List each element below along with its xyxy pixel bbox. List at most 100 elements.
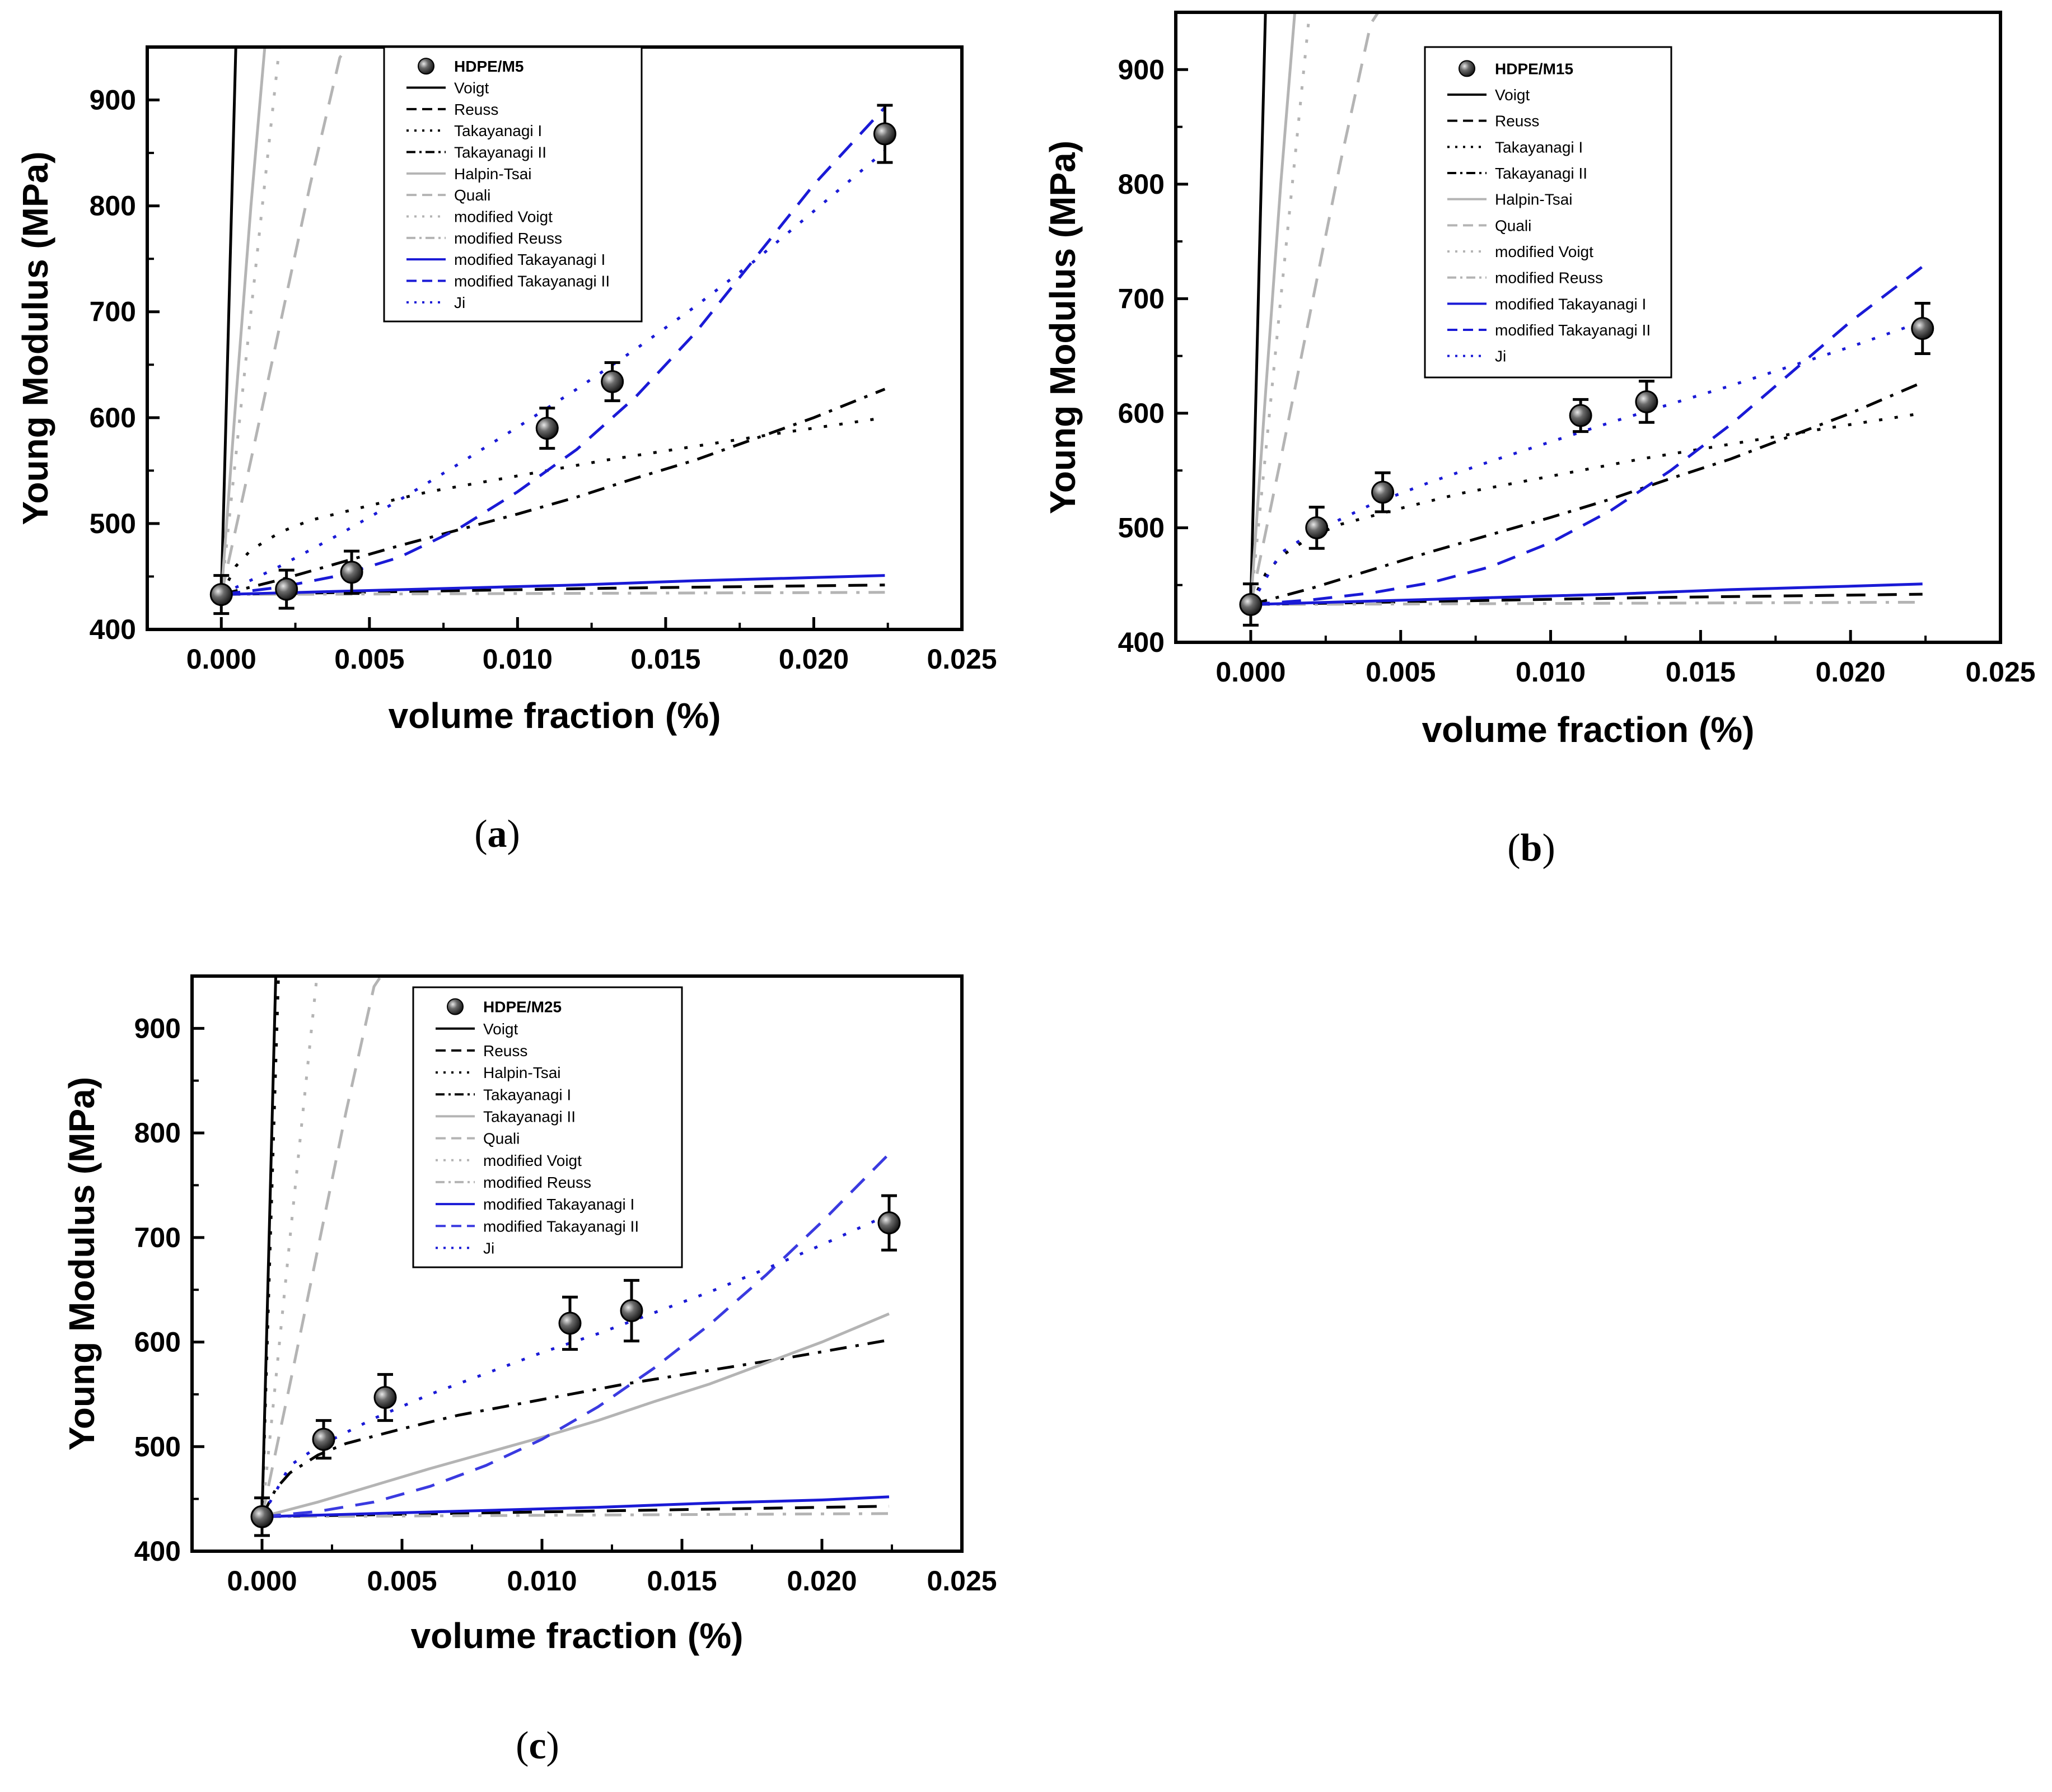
legend-label: Takayanagi II [1495, 165, 1587, 182]
y-axis-label: Young Modulus (MPa) [1043, 141, 1083, 514]
legend-label: Reuss [1495, 113, 1539, 130]
data-point [373, 1386, 397, 1410]
y-tick-label: 500 [1118, 512, 1165, 543]
chart-panel-b: 400 500 600 700 800 900 0.000 0.005 0.010 0.015 0.… [1043, 11, 2036, 750]
data-point [1239, 593, 1263, 616]
data-point [620, 1299, 643, 1323]
x-axis-label: volume fraction (%) [1422, 710, 1755, 750]
x-tick-label: 0.015 [630, 643, 700, 675]
legend-marker [447, 998, 464, 1015]
series-line-quali [1249, 12, 1380, 605]
legend-marker [418, 58, 434, 75]
legend: HDPE/M25 Voigt Reuss Halpin-Tsai Takayanagi … [412, 986, 683, 1268]
y-tick-label: 800 [90, 190, 136, 222]
legend-label: HDPE/M5 [454, 58, 523, 75]
data-point [601, 370, 624, 394]
plot-area [260, 976, 890, 1518]
series-line-quali [260, 976, 383, 1517]
x-tick-label: 0.020 [787, 1565, 857, 1597]
series-line-modified-voigt [1249, 12, 1311, 605]
y-tick-label: 700 [90, 296, 136, 328]
series-line-modified-takayanagi-i [221, 574, 885, 596]
y-tick-label: 400 [134, 1536, 181, 1567]
series-line-halpin-tsai [1249, 12, 1297, 605]
y-tick-label: 800 [134, 1117, 181, 1149]
series-line-ji [221, 150, 886, 596]
legend-label: modified Reuss [454, 230, 562, 247]
legend-label: Voigt [483, 1020, 518, 1038]
axes-frame [190, 974, 964, 1553]
legend-label: modified Voigt [1495, 243, 1593, 260]
legend-label: Takayanagi I [454, 122, 542, 139]
x-tick-label: 0.015 [1666, 656, 1736, 688]
y-tick-label: 900 [90, 85, 136, 116]
data-point [275, 577, 298, 601]
legend-box [1424, 46, 1672, 379]
legend-label: modified Reuss [1495, 269, 1603, 287]
x-tick-label: 0.025 [1965, 656, 2035, 688]
legend-label: HDPE/M25 [483, 998, 562, 1016]
legend-label: Ji [454, 294, 465, 311]
x-tick-label: 0.000 [186, 643, 256, 675]
caption-a: (a) [474, 813, 520, 856]
legend-label: modified Takayanagi I [483, 1196, 634, 1213]
y-tick-label: 700 [1118, 283, 1165, 314]
data-point [250, 1505, 274, 1528]
y-tick-label: 700 [134, 1222, 181, 1253]
chart-panel-c: 400 500 600 700 800 900 0.000 0.005 0.010 0.015 0.… [62, 974, 997, 1656]
data-point [1371, 480, 1395, 504]
legend-label: modified Reuss [483, 1174, 591, 1191]
legend-label: Quali [1495, 217, 1531, 234]
series-line-voigt [260, 976, 278, 1517]
legend-label: modified Takayanagi I [454, 251, 605, 268]
data-point [1305, 516, 1329, 539]
caption-b: (b) [1507, 827, 1555, 870]
legend-label: Voigt [1495, 86, 1530, 104]
y-tick-label: 400 [1118, 627, 1165, 658]
y-tick-label: 900 [1118, 54, 1165, 85]
legend-label: Reuss [483, 1042, 527, 1060]
series-line-reuss [1250, 592, 1923, 606]
legend-label: Reuss [454, 101, 498, 118]
legend-marker [1459, 60, 1475, 77]
data-point [1569, 404, 1592, 427]
legend-label: modified Voigt [483, 1152, 582, 1169]
series-line-voigt [1249, 12, 1267, 605]
legend-label: Ji [483, 1239, 494, 1257]
series-line-modified-voigt [219, 47, 281, 595]
series-line-modified-reuss [1250, 600, 1923, 606]
legend-label: Halpin-Tsai [1495, 191, 1573, 208]
x-tick-label: 0.005 [334, 643, 404, 675]
series-line-takayanagi-ii [261, 1312, 890, 1518]
legend-label: modified Takayanagi II [1495, 321, 1651, 339]
x-tick-label: 0.020 [1816, 656, 1886, 688]
series-line-reuss [221, 584, 885, 596]
data-point [312, 1427, 335, 1451]
series-line-takayanagi-i [220, 416, 885, 595]
series-line-modified-takayanagi-ii [221, 106, 886, 596]
x-tick-label: 0.000 [1216, 656, 1286, 688]
series-line-modified-takayanagi-ii [1250, 265, 1924, 606]
x-tick-label: 0.000 [227, 1565, 297, 1597]
data-point [558, 1312, 582, 1335]
y-tick-label: 500 [90, 508, 136, 539]
y-tick-label: 500 [134, 1431, 181, 1462]
series-line-modified-takayanagi-i [261, 1495, 890, 1518]
data-point [340, 561, 363, 584]
axes-frame [1174, 11, 2002, 644]
x-tick-label: 0.005 [1366, 656, 1436, 688]
x-tick-label: 0.010 [1516, 656, 1586, 688]
y-tick-label: 600 [90, 402, 136, 433]
y-tick-label: 800 [1118, 169, 1165, 200]
legend-label: Halpin-Tsai [483, 1064, 561, 1081]
series-line-halpin-tsai [219, 47, 267, 595]
legend-label: Takayanagi II [483, 1108, 576, 1125]
legend-label: Quali [483, 1130, 520, 1147]
series-line-voigt [219, 47, 237, 595]
legend-box [383, 46, 643, 323]
x-tick-label: 0.005 [367, 1565, 437, 1597]
legend-label: Ji [1495, 348, 1506, 365]
x-axis-label: volume fraction (%) [389, 696, 721, 736]
x-tick-label: 0.025 [927, 643, 997, 675]
